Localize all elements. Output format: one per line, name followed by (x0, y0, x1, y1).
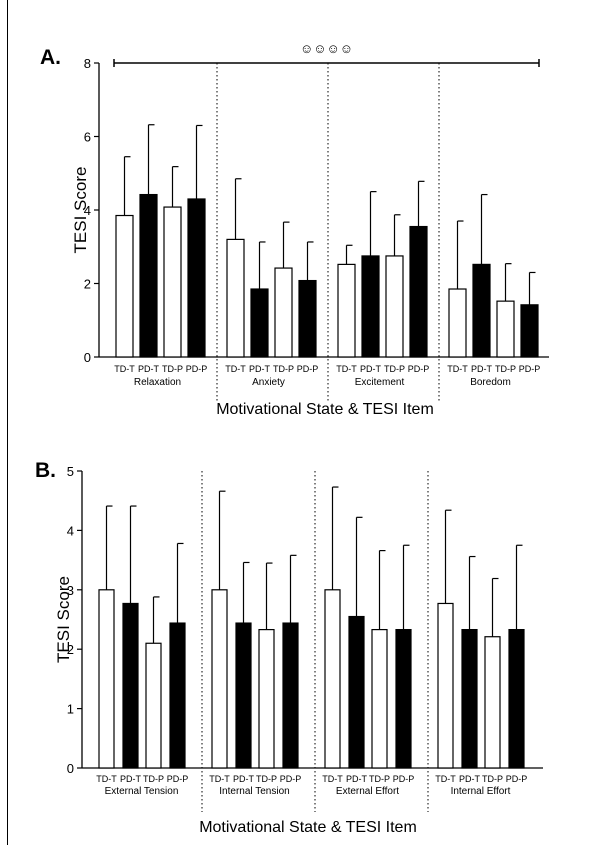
panel-b-bar-pd-t (461, 628, 478, 769)
panel-a-group-label: Excitement (355, 377, 405, 388)
panel-b-x-tick-label: PD-T (346, 774, 367, 784)
panel-a-x-tick-label: TD-P (162, 364, 183, 374)
panel-a-x-tick-label: PD-T (360, 364, 381, 374)
panel-b-x-tick-label: PD-P (393, 774, 415, 784)
panel-b-x-tick-label: PD-P (167, 774, 189, 784)
panel-a-bar-td-p (496, 300, 515, 358)
panel-b-x-tick-label: TD-T (96, 774, 117, 784)
panel-b-y-tick-label: 3 (67, 583, 74, 598)
panel-a-bar-pd-t (361, 255, 380, 358)
panel-b-x-tick-label: TD-P (482, 774, 503, 784)
panel-b-y-tick-label: 5 (67, 464, 74, 479)
panel-b-x-tick-label: TD-T (435, 774, 456, 784)
panel-a-bar-td-t (337, 263, 356, 358)
panel-a-x-tick-label: TD-P (273, 364, 294, 374)
panel-a-bar-pd-p (409, 225, 428, 358)
panel-a-y-tick-label: 6 (84, 130, 91, 145)
panel-b-bar-pd-p (282, 622, 299, 769)
panel-a-bar-pd-t (472, 263, 491, 358)
panel-a-group-label: Anxiety (252, 377, 285, 388)
panel-a-x-tick-label: TD-T (225, 364, 246, 374)
panel-a-bar-td-p (385, 255, 404, 358)
panel-a-bar-pd-p (298, 279, 317, 358)
panel-a-x-tick-label: PD-P (408, 364, 430, 374)
panel-a-y-tick-label: 8 (84, 56, 91, 71)
panel-b-x-tick-label: PD-T (233, 774, 254, 784)
panel-a-bar-td-p (163, 206, 182, 358)
panel-b-label: B. (35, 459, 56, 482)
panel-a-y-tick-label: 2 (84, 277, 91, 292)
panel-b-x-axis-title: Motivational State & TESI Item (199, 819, 417, 836)
panel-b-bar-td-p (371, 628, 388, 769)
panel-b-bar-td-t (98, 589, 115, 769)
panel-b-group-label: Internal Effort (451, 786, 511, 797)
panel-b-x-tick-label: TD-P (256, 774, 277, 784)
panel-b-bar-pd-p (508, 628, 525, 769)
panel-a-bar-td-t (448, 288, 467, 358)
panel-b-y-tick-label: 2 (67, 642, 74, 657)
panel-a-x-tick-label: PD-T (471, 364, 492, 374)
panel-b-x-tick-label: TD-P (143, 774, 164, 784)
panel-b-bar-td-t (437, 602, 454, 769)
panel-a-x-tick-label: TD-P (384, 364, 405, 374)
panel-b-bar-pd-p (395, 628, 412, 769)
panel-b-bar-pd-t (122, 602, 139, 769)
panel-b-y-axis-title: TESI Score (54, 576, 73, 663)
panel-b-bar-td-p (145, 642, 162, 769)
panel-b-x-tick-label: PD-T (459, 774, 480, 784)
page-left-border (7, 0, 8, 845)
panel-a-x-tick-label: PD-P (297, 364, 319, 374)
panel-a-x-tick-label: PD-T (138, 364, 159, 374)
panel-a-bar-td-t (226, 238, 245, 358)
panel-a-group-label: Boredom (470, 377, 511, 388)
panel-a-x-tick-label: PD-P (519, 364, 541, 374)
panel-a-x-axis-title: Motivational State & TESI Item (216, 401, 434, 418)
panel-a-bar-pd-t (250, 288, 269, 358)
panel-a-bar-td-p (274, 267, 293, 358)
panel-b-bar-pd-t (235, 622, 252, 769)
panel-a-significance-marker: ☺☺☺☺ (300, 41, 353, 56)
panel-a-y-tick-label: 4 (84, 203, 91, 218)
panel-b-bar-pd-t (348, 615, 365, 769)
panel-b-group-label: External Effort (336, 786, 399, 797)
panel-a-bar-pd-p (187, 198, 206, 358)
panel-b-x-tick-label: TD-T (209, 774, 230, 784)
panel-a-x-tick-label: PD-T (249, 364, 270, 374)
panel-b-bar-td-p (484, 636, 501, 769)
panel-b-x-tick-label: PD-P (506, 774, 528, 784)
panel-b-bar-td-p (258, 628, 275, 769)
panel-b-x-tick-label: TD-T (322, 774, 343, 784)
panel-b-x-tick-label: TD-P (369, 774, 390, 784)
panel-a-bar-pd-t (139, 193, 158, 358)
panel-b-bar-td-t (324, 589, 341, 769)
panel-a-bar-pd-p (520, 304, 539, 358)
panel-b-group-label: Internal Tension (219, 786, 289, 797)
panel-a-label: A. (40, 46, 61, 69)
panel-b-y-tick-label: 1 (67, 702, 74, 717)
panel-b-group-label: External Tension (105, 786, 179, 797)
panel-a-x-tick-label: TD-T (336, 364, 357, 374)
panel-a-y-tick-label: 0 (84, 350, 91, 365)
panel-a-x-tick-label: TD-P (495, 364, 516, 374)
panel-b-x-tick-label: PD-T (120, 774, 141, 784)
panel-b-x-tick-label: PD-P (280, 774, 302, 784)
panel-a-x-tick-label: TD-T (447, 364, 468, 374)
panel-b-y-tick-label: 4 (67, 523, 74, 538)
panel-a-bar-td-t (115, 214, 134, 358)
panel-b-bar-pd-p (169, 622, 186, 769)
panel-b-bar-td-t (211, 589, 228, 769)
panel-a-x-tick-label: PD-P (186, 364, 208, 374)
panel-b-y-tick-label: 0 (67, 761, 74, 776)
panel-a-y-axis-title: TESI Score (71, 167, 90, 254)
panel-a-x-tick-label: TD-T (114, 364, 135, 374)
panel-a-group-label: Relaxation (134, 377, 181, 388)
